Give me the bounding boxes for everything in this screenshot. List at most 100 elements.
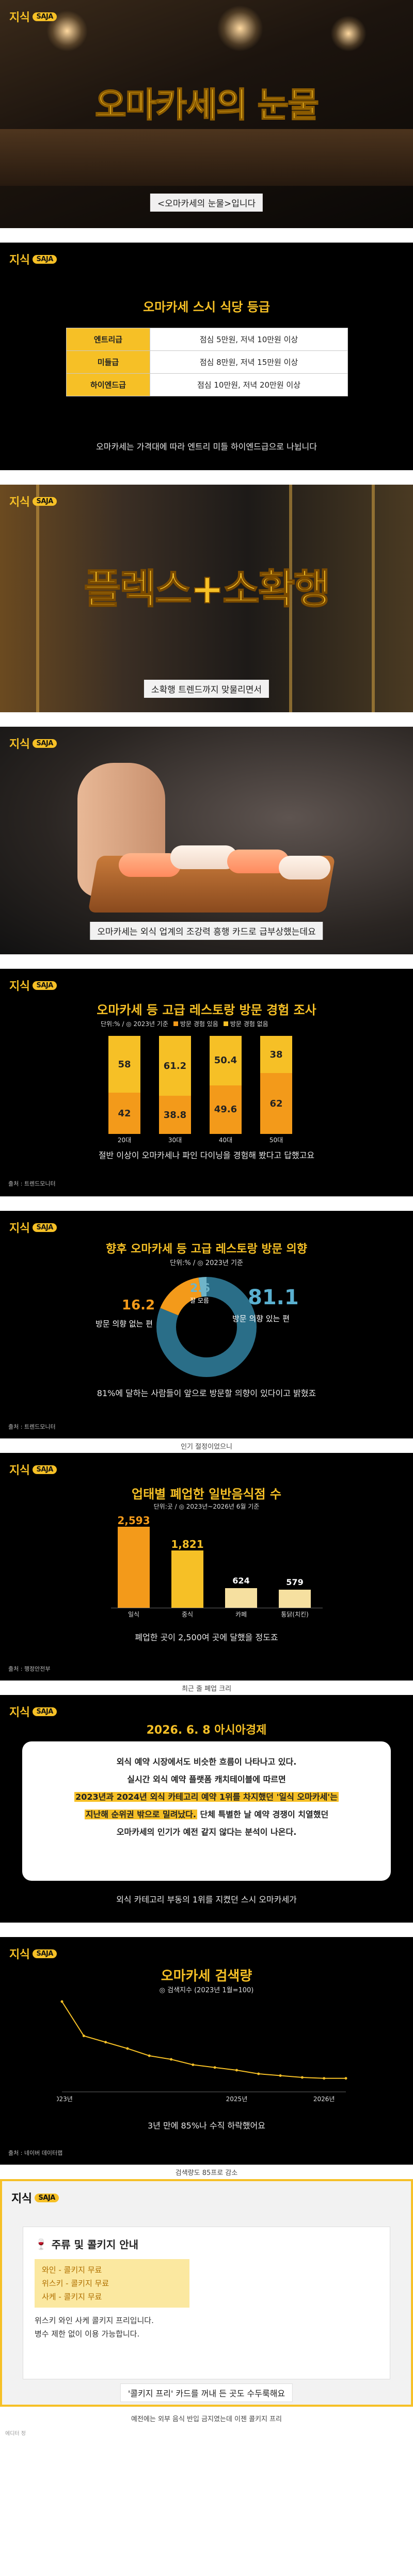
x-tick-label: 2026년 xyxy=(313,2095,335,2103)
no-value: 16.2 xyxy=(122,1298,155,1313)
brand-logo: 지식 SAJA xyxy=(9,493,57,509)
data-point xyxy=(279,2074,282,2077)
caption: 소확행 트렌드까지 맞물리면서 xyxy=(144,680,269,698)
news-line: 2023년과 2024년 외식 카테고리 예약 1위를 차지했던 '일식 오마카… xyxy=(74,1792,339,1802)
chart-title: 업태별 폐업한 일반음식점 수 xyxy=(131,1487,282,1501)
x-tick-label: 중식 xyxy=(181,1611,194,1618)
footnote: 오마카세는 가격대에 따라 엔트리 미들 하이엔드급으로 나뉩니다 xyxy=(96,442,317,452)
brand-logo: 지식 SAJA xyxy=(9,1945,57,1962)
table-row: 엔트리급 점심 5만원, 저녁 10만원 이상 xyxy=(66,328,348,351)
data-point xyxy=(344,2077,347,2080)
footnote: 외식 카테고리 부동의 1위를 지켰던 스시 오마카세가 xyxy=(116,1895,297,1905)
chart-title: 오마카세 등 고급 레스토랑 방문 경험 조사 xyxy=(97,1003,316,1017)
value-label: 2,593 xyxy=(117,1514,150,1527)
unit-note: ◎ 검색지수 (2023년 1월=100) xyxy=(159,1987,254,1994)
card-corkage: 지식 SAJA 🍷 주류 및 콜키지 안내 와인 - 콜키지 무료 위스키 - 콜키… xyxy=(0,2179,413,2407)
page-title: 오마카세의 눈물 xyxy=(94,85,320,125)
info-text: 병수 제한 없이 이용 가능합니다. xyxy=(35,2329,140,2339)
lamp-light xyxy=(217,5,263,52)
data-point xyxy=(126,2047,129,2050)
below-caption: 인기 절정이었으니 xyxy=(181,1443,232,1451)
x-tick-label: 2025년 xyxy=(226,2095,248,2103)
brand-logo: 지식 SAJA xyxy=(9,977,57,994)
news-line: 외식 예약 시장에서도 비슷한 흐름이 나타나고 있다. xyxy=(116,1757,297,1767)
info-text: 위스키 와인 사케 콜키지 프리입니다. xyxy=(35,2316,154,2325)
below-caption: 최근 줄 폐업 크리 xyxy=(181,1685,232,1693)
bar xyxy=(171,1550,203,1608)
bar-visited: 38.8 xyxy=(159,1096,191,1134)
card-grade-table: 지식 SAJA 오마카세 스시 식당 등급 엔트리급 점심 5만원, 저녁 10만원… xyxy=(0,243,413,470)
bar-visited: 49.6 xyxy=(210,1085,242,1134)
card-flex: 지식 SAJA 플렉스+소확행 소확행 트렌드까지 맞물리면서 xyxy=(0,485,413,712)
chart-legend: 단위:% / ◎ 2023년 기준 방문 경험 있음 방문 경험 없음 xyxy=(101,1020,268,1028)
bar xyxy=(279,1589,311,1608)
yes-label: 방문 의향 있는 편 xyxy=(232,1314,290,1323)
card-visit-experience-chart: 지식 SAJA 오마카세 등 고급 레스토랑 방문 경험 조사 단위:% / ◎ … xyxy=(0,969,413,1196)
decor-stripe xyxy=(36,485,39,712)
section-title: 오마카세 스시 식당 등급 xyxy=(143,300,270,314)
decor-stripe xyxy=(289,485,292,712)
sushi-piece xyxy=(279,856,330,879)
donut-slice xyxy=(156,1277,257,1377)
source-note: 출처 : 행정안전부 xyxy=(8,1666,51,1672)
unsure-value: 2.6 xyxy=(190,1282,210,1295)
bar-not-visited: 38 xyxy=(260,1036,292,1074)
unsure-label: 잘 모름 xyxy=(190,1297,209,1304)
data-point xyxy=(323,2077,326,2080)
data-point xyxy=(235,2069,238,2072)
donut-chart xyxy=(156,1277,257,1377)
x-tick-label: 50대 xyxy=(269,1137,283,1144)
footnote: 81%에 달하는 사람들이 앞으로 방문할 의향이 있다이고 밝혔죠 xyxy=(97,1388,316,1398)
brand-logo: 지식 SAJA xyxy=(9,1703,57,1720)
bar-not-visited: 61.2 xyxy=(159,1036,191,1096)
value-label: 624 xyxy=(232,1576,250,1586)
x-tick-label: 카페 xyxy=(235,1611,247,1618)
bar-visited: 42 xyxy=(108,1093,140,1134)
chart-title: 향후 오마카세 등 고급 레스토랑 방문 의향 xyxy=(105,1243,308,1256)
source-note: 출처 : 트렌드모니터 xyxy=(8,1180,56,1187)
lamp-light xyxy=(330,15,367,52)
news-box: 외식 예약 시장에서도 비슷한 흐름이 나타나고 있다. 실시간 외식 예약 플… xyxy=(22,1741,391,1881)
table-row: 미들급 점심 8만원, 저녁 15만원 이상 xyxy=(66,350,348,374)
data-point xyxy=(300,2076,304,2079)
card-title-intro: 지식 SAJA 오마카세의 눈물 <오마카세의 눈물>입니다 xyxy=(0,0,413,228)
series-line xyxy=(61,2001,346,2079)
news-line: 실시간 외식 예약 플랫폼 캐치테이블에 따르면 xyxy=(127,1774,286,1784)
unit-note: 단위:% / ◎ 2023년 기준 xyxy=(170,1259,243,1267)
data-point xyxy=(170,2058,173,2061)
page-title: 플렉스+소확행 xyxy=(84,566,331,613)
brand-logo: 지식 SAJA xyxy=(9,251,57,267)
data-point xyxy=(60,2000,63,2003)
data-point xyxy=(148,2054,151,2057)
source-note: 출처 : 트렌드모니터 xyxy=(8,1423,56,1430)
value-label: 579 xyxy=(286,1577,304,1587)
data-point xyxy=(192,2063,195,2066)
list-item: 위스키 - 콜키지 무료 xyxy=(42,2279,109,2288)
info-title: 🍷 주류 및 콜키지 안내 xyxy=(35,2237,138,2251)
caption: <오마카세의 눈물>입니다 xyxy=(150,194,263,212)
no-label: 방문 의향 없는 편 xyxy=(96,1319,153,1329)
card-closure-chart: 지식 SAJA 업태별 폐업한 일반음식점 수 단위:곳 / ◎ 2023년~20… xyxy=(0,1453,413,1681)
card-news-quote: 지식 SAJA 2026. 6. 8 아시아경제 외식 예약 시장에서도 비슷한 … xyxy=(0,1695,413,1923)
decor-stripe xyxy=(372,485,375,712)
x-tick-label: 40대 xyxy=(218,1137,233,1144)
card-sushi-photo: 지식 SAJA 오마카세는 외식 업계의 조강력 흥행 카드로 급부상했는데요 xyxy=(0,727,413,954)
news-line: 지난해 순위권 밖으로 밀려났다. 단체 특별한 날 예약 경쟁이 치열했던 xyxy=(84,1810,329,1819)
sushi-background-image xyxy=(0,727,413,954)
list-item: 와인 - 콜키지 무료 xyxy=(42,2265,102,2275)
data-point xyxy=(257,2072,260,2075)
value-label: 1,821 xyxy=(171,1538,204,1551)
sushi-piece xyxy=(170,845,237,869)
footnote: 폐업한 곳이 2,500여 곳에 달했을 정도죠 xyxy=(135,1633,278,1642)
table-row: 하이엔드급 점심 10만원, 저녁 20만원 이상 xyxy=(66,373,348,396)
line-chart: 2023년 2025년 2026년 xyxy=(57,2000,347,2103)
x-tick-label: 일식 xyxy=(128,1611,140,1618)
news-line: 오마카세의 인기가 예전 같지 않다는 분석이 나온다. xyxy=(116,1827,297,1837)
list-item: 사케 - 콜키지 무료 xyxy=(42,2292,102,2301)
caption: 오마카세는 외식 업계의 조강력 흥행 카드로 급부상했는데요 xyxy=(90,922,323,940)
unit-note: 단위:곳 / ◎ 2023년~2026년 6월 기준 xyxy=(153,1503,260,1510)
data-point xyxy=(213,2066,216,2069)
below-caption: 예전에는 외부 음식 반입 금지였는데 이젠 콜키지 프리 xyxy=(131,2415,282,2423)
x-tick-label: 20대 xyxy=(117,1137,132,1144)
